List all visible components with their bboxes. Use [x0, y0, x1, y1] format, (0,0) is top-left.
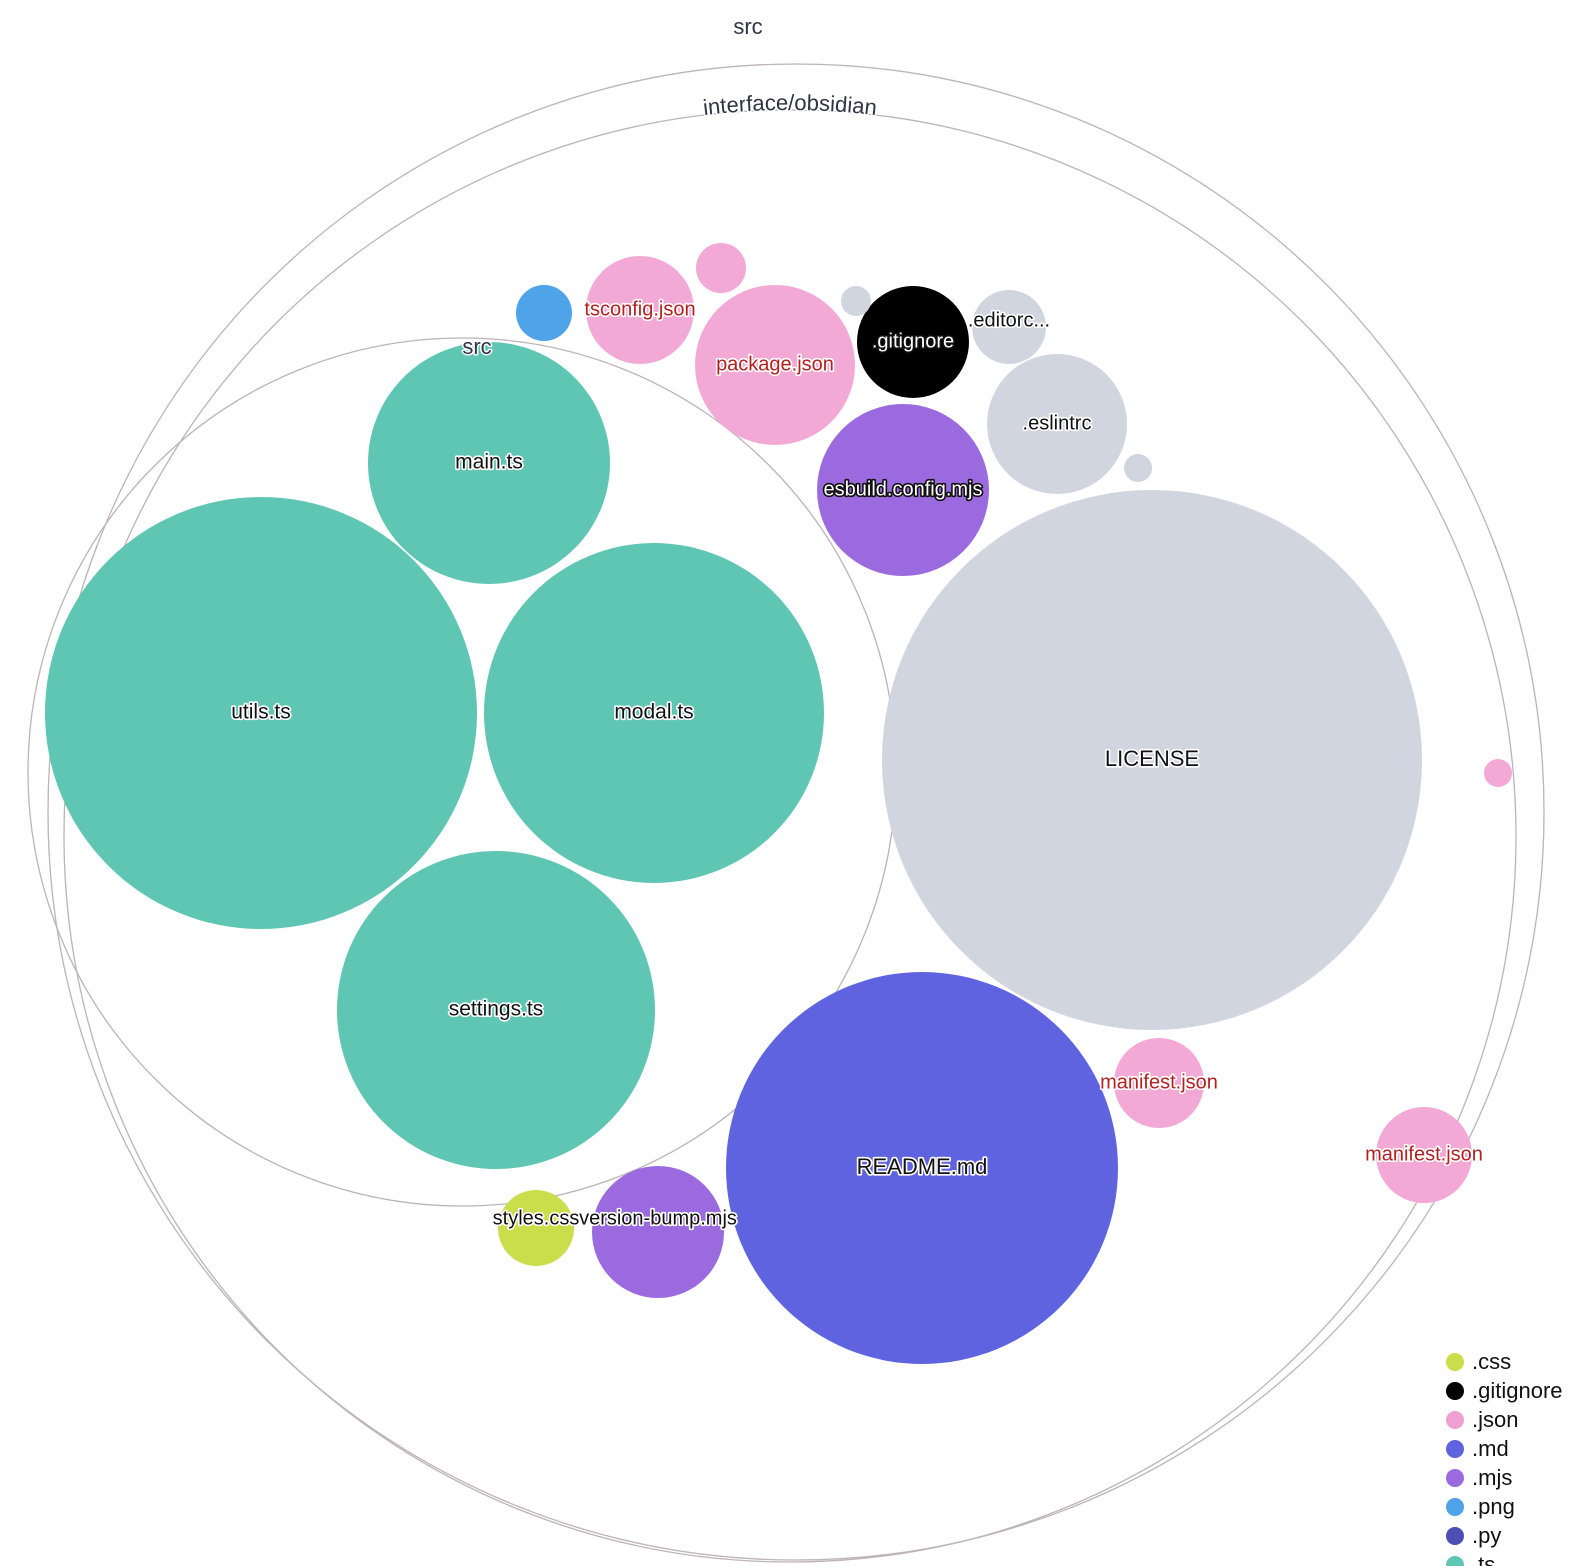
legend-label-md: .md [1472, 1436, 1509, 1461]
group-label-interface-obsidian: interface/obsidian [702, 90, 879, 120]
group-label-src: src [733, 14, 762, 39]
legend-swatch-ts[interactable] [1446, 1556, 1464, 1566]
legend-label-png: .png [1472, 1494, 1515, 1519]
file-label-readme-md: README.md [857, 1154, 988, 1179]
legend-label-ts: .ts [1472, 1552, 1495, 1566]
group-ring-interface-obsidian [63, 109, 1517, 1563]
file-label-license: LICENSE [1105, 746, 1199, 771]
file-label-modal-ts: modal.ts [614, 701, 693, 724]
legend-swatch-css[interactable] [1446, 1353, 1464, 1371]
file-circle-manifest-json[interactable] [1376, 1107, 1472, 1203]
file-label-esbuild-config-mjs: esbuild.config.mjs [824, 478, 983, 500]
group-label-src-inner: src [462, 334, 491, 359]
file-circle-settings-ts[interactable] [337, 851, 655, 1169]
legend[interactable]: .css .gitignore .json .md .mjs .png .py .ts [1446, 1349, 1563, 1566]
file-circle-styles-css[interactable] [498, 1190, 574, 1266]
file-circle--editorc-[interactable] [972, 290, 1046, 364]
file-circle--eslintrc[interactable] [987, 354, 1127, 494]
legend-swatch-md[interactable] [1446, 1440, 1464, 1458]
file-label--eslintrc: .eslintrc [1023, 412, 1092, 434]
file-circle-unnamed-20[interactable] [1484, 759, 1512, 787]
file-circle-unnamed-15[interactable] [516, 285, 572, 341]
legend-label-mjs: .mjs [1472, 1465, 1512, 1490]
file-circle-package-json[interactable] [695, 285, 855, 445]
legend-swatch-mjs[interactable] [1446, 1469, 1464, 1487]
file-label-version-bump-mjs: version-bump.mjs [579, 1207, 737, 1229]
file-label-styles-css: styles.css [493, 1207, 580, 1229]
file-circle-unnamed-14[interactable] [1124, 454, 1152, 482]
file-circle--gitignore[interactable] [857, 286, 969, 398]
file-label-main-ts: main.ts [455, 451, 523, 474]
file-circle-utils-ts[interactable] [45, 497, 477, 929]
file-circle-manifest-json[interactable] [1114, 1038, 1204, 1128]
file-circle-tsconfig-json[interactable] [586, 256, 694, 364]
file-label-manifest-json: manifest.json [1100, 1071, 1218, 1093]
legend-swatch-gitignore[interactable] [1446, 1382, 1464, 1400]
file-label--editorc-: .editorc... [968, 309, 1050, 331]
file-circle-version-bump-mjs[interactable] [592, 1166, 724, 1298]
file-circle-unnamed-8[interactable] [696, 243, 746, 293]
file-label-settings-ts: settings.ts [449, 998, 544, 1021]
file-label-manifest-json: manifest.json [1365, 1143, 1483, 1165]
file-labels-layer: utils.ts modal.ts settings.ts main.ts LICENS… [230, 297, 1485, 1231]
file-circles-layer[interactable] [45, 243, 1512, 1364]
file-circle-main-ts[interactable] [368, 342, 610, 584]
file-circle-readme-md[interactable] [726, 972, 1118, 1364]
group-ring-src [47, 63, 1545, 1561]
file-label-tsconfig-json: tsconfig.json [584, 298, 695, 320]
file-label-utils-ts: utils.ts [231, 701, 291, 724]
legend-swatch-png[interactable] [1446, 1498, 1464, 1516]
legend-label-gitignore: .gitignore [1472, 1378, 1563, 1403]
legend-swatch-json[interactable] [1446, 1411, 1464, 1429]
file-label--gitignore: .gitignore [872, 330, 954, 352]
file-circle-esbuild-config-mjs[interactable] [817, 404, 989, 576]
legend-label-json: .json [1472, 1407, 1518, 1432]
legend-swatch-py[interactable] [1446, 1527, 1464, 1545]
legend-label-py: .py [1472, 1523, 1501, 1548]
legend-label-css: .css [1472, 1349, 1511, 1374]
file-circle-unnamed-13[interactable] [841, 286, 871, 316]
file-circle-license[interactable] [882, 490, 1422, 1030]
file-label-package-json: package.json [716, 353, 834, 375]
file-circle-modal-ts[interactable] [484, 543, 824, 883]
